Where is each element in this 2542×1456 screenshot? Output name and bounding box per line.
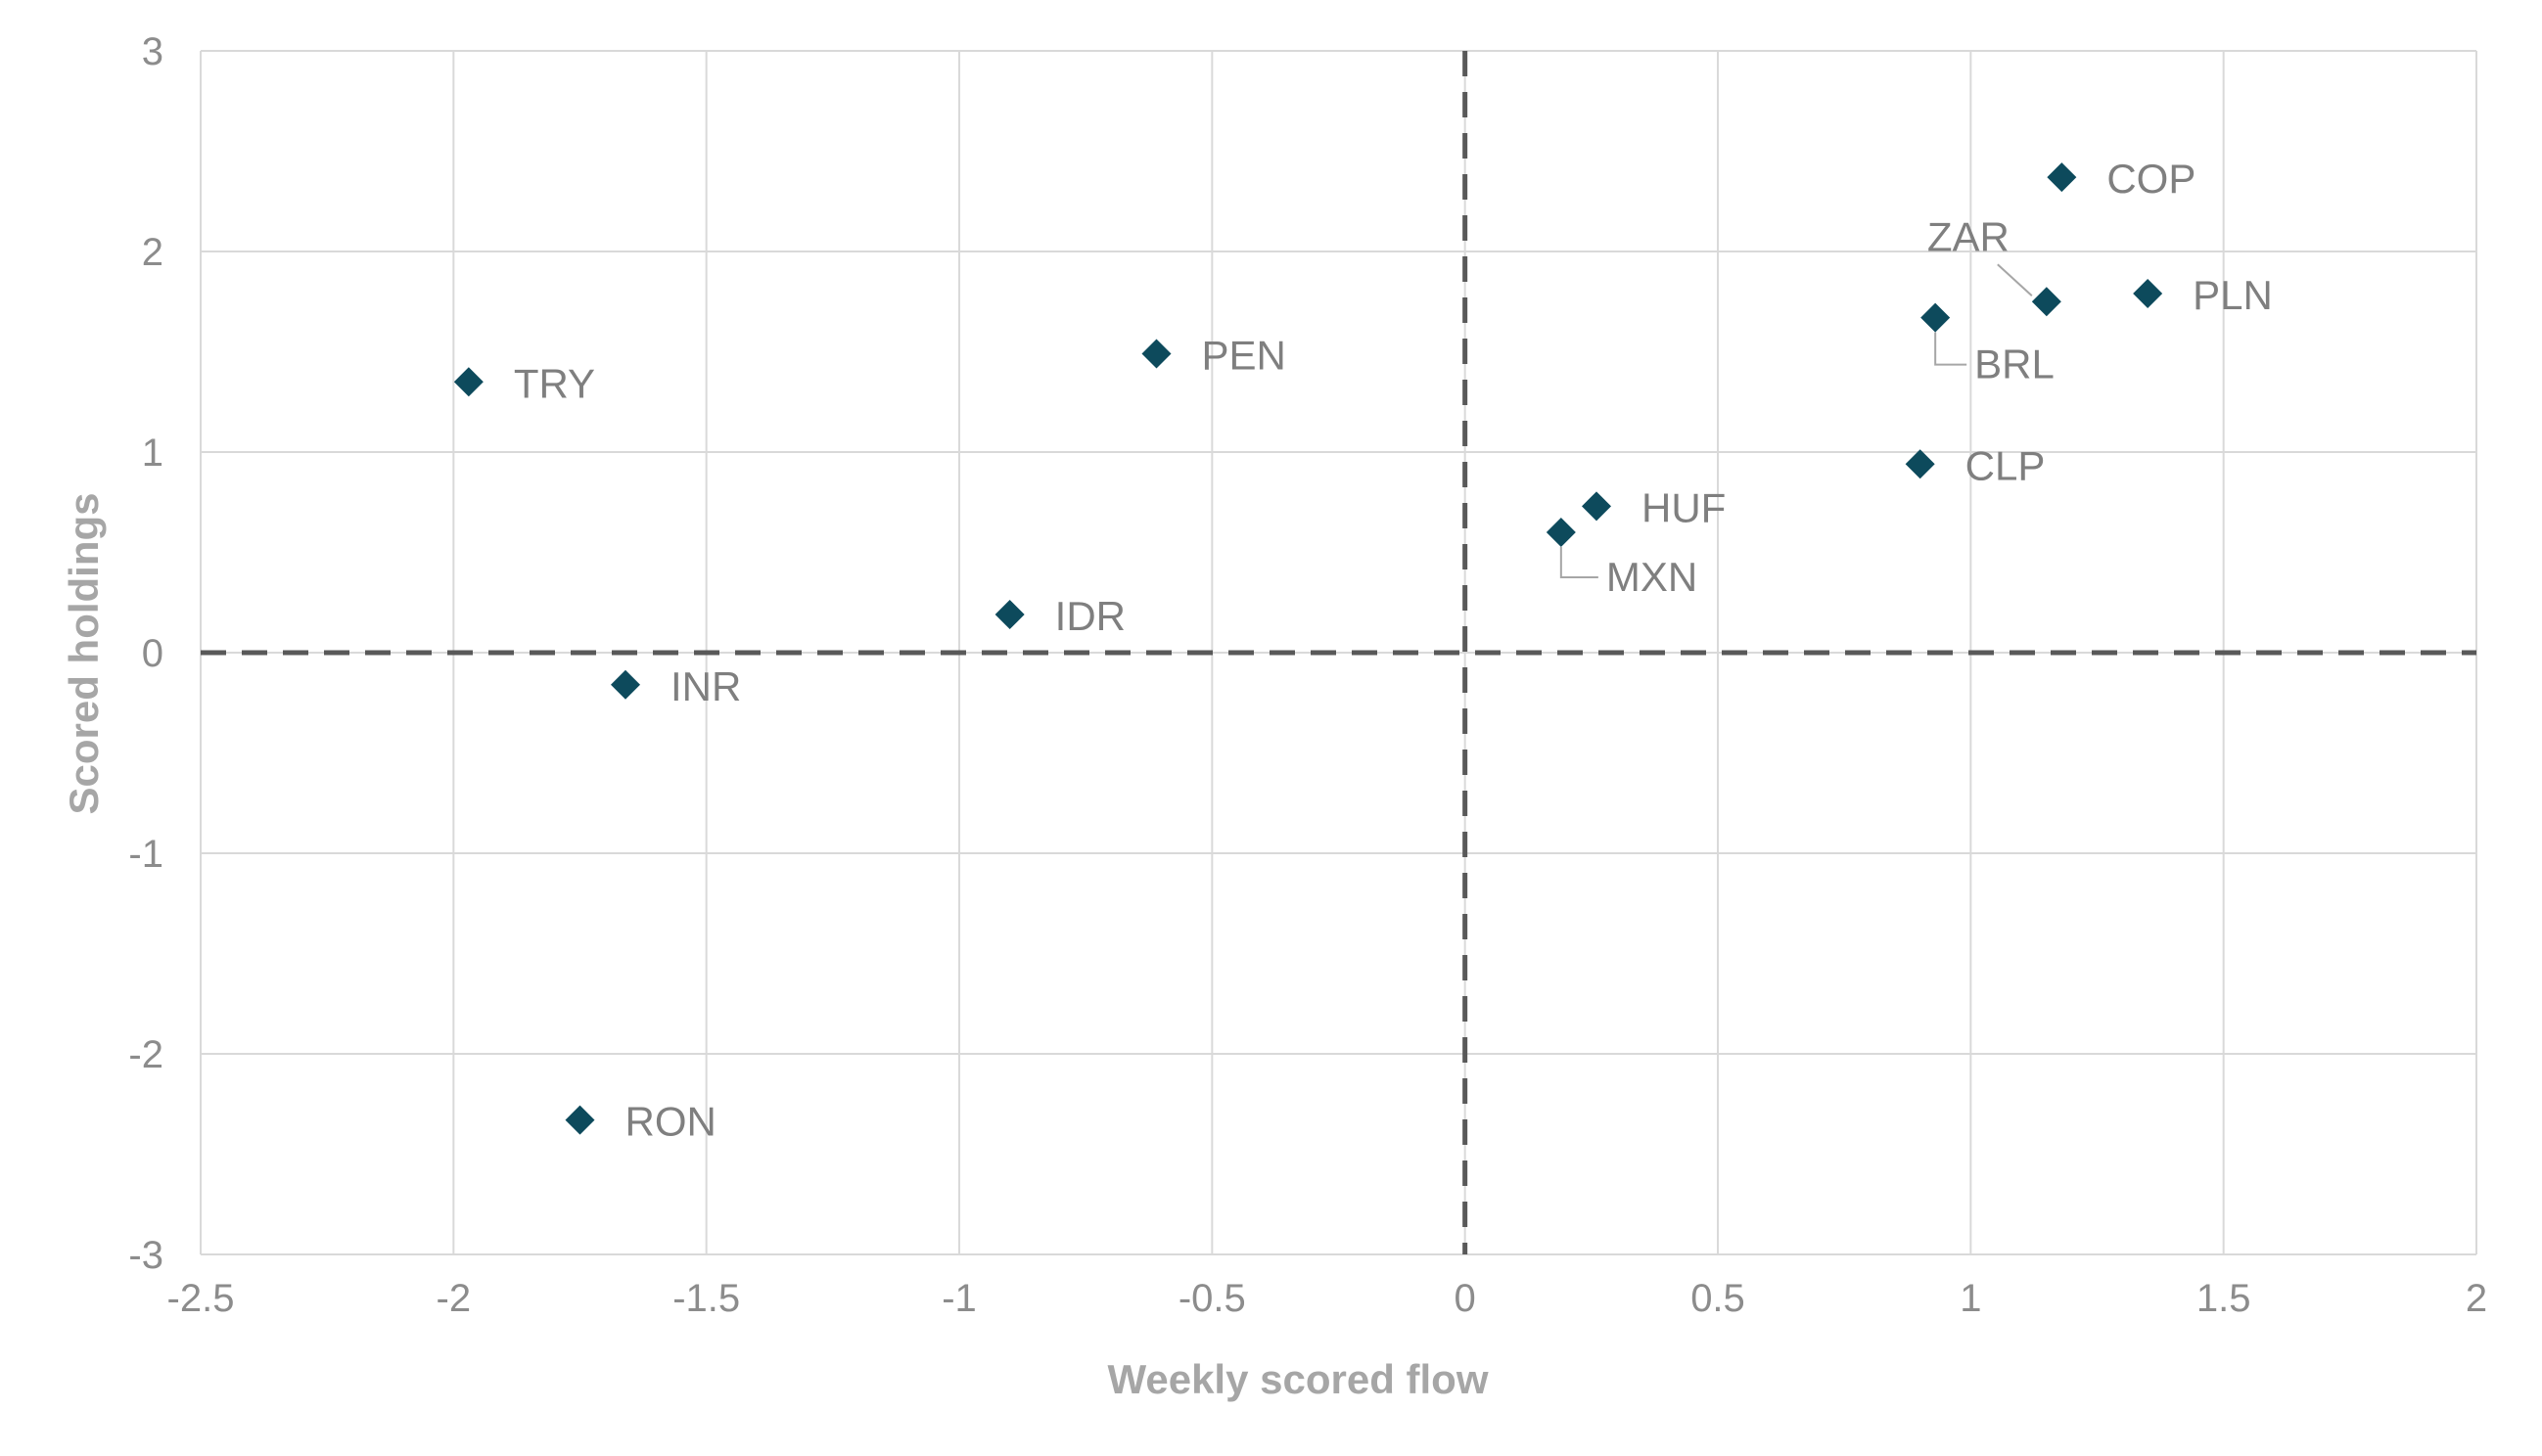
label-zar: ZAR	[1927, 213, 2010, 259]
point-brl	[1920, 302, 1951, 333]
label-leader-lines	[1559, 263, 2033, 578]
point-cop	[2047, 162, 2077, 193]
leader-zar	[1997, 263, 2033, 296]
y-tick-label: 0	[142, 632, 163, 675]
point-labels: COP ZAR PLN BRL CLP HUF MXN PEN TRY IDR INR RON	[514, 156, 2273, 1145]
label-cop: COP	[2106, 156, 2195, 202]
x-tick-label: -2	[437, 1277, 472, 1320]
label-pen: PEN	[1202, 333, 1286, 379]
point-clp	[1905, 449, 1935, 479]
y-axis-title: Scored holdings	[61, 492, 107, 814]
y-tick-label: -3	[128, 1234, 163, 1277]
label-brl: BRL	[1974, 341, 2055, 387]
x-tick-label: -0.5	[1179, 1277, 1246, 1320]
point-huf	[1582, 491, 1611, 522]
point-ron	[565, 1105, 595, 1135]
label-ron: RON	[625, 1099, 716, 1145]
point-mxn	[1546, 518, 1576, 547]
x-tick-label: 1	[1960, 1277, 1981, 1320]
point-pen	[1141, 339, 1172, 369]
point-pln	[2133, 279, 2163, 309]
point-try	[453, 367, 484, 397]
label-clp: CLP	[1965, 442, 2046, 488]
label-pln: PLN	[2193, 272, 2273, 318]
tick-labels: -2.5 -2 -1.5 -1 -0.5 0 0.5 1 1.5 2 -3 -2 -1 0 1 2 3	[128, 30, 2487, 1320]
y-tick-label: 3	[142, 30, 163, 73]
x-tick-label: 1.5	[2196, 1277, 2251, 1320]
leader-brl	[1934, 332, 1967, 366]
y-tick-label: -1	[128, 833, 163, 876]
x-tick-label: -1	[942, 1277, 977, 1320]
x-tick-label: 0.5	[1690, 1277, 1745, 1320]
label-inr: INR	[670, 663, 741, 709]
point-idr	[994, 600, 1025, 630]
point-zar	[2031, 287, 2061, 317]
point-inr	[611, 669, 640, 700]
y-tick-label: 1	[142, 432, 163, 475]
x-tick-label: 2	[2466, 1277, 2487, 1320]
label-huf: HUF	[1641, 484, 1726, 530]
x-tick-label: -1.5	[672, 1277, 740, 1320]
x-tick-label: 0	[1455, 1277, 1476, 1320]
x-tick-label: -2.5	[167, 1277, 235, 1320]
label-try: TRY	[514, 360, 595, 406]
y-tick-label: 2	[142, 231, 163, 274]
leader-mxn	[1559, 547, 1598, 578]
reference-lines	[201, 51, 2476, 1254]
x-axis-title: Weekly scored flow	[1107, 1356, 1488, 1402]
label-mxn: MXN	[1606, 554, 1697, 600]
data-points	[453, 162, 2163, 1135]
y-tick-label: -2	[128, 1033, 163, 1076]
label-idr: IDR	[1055, 593, 1126, 639]
